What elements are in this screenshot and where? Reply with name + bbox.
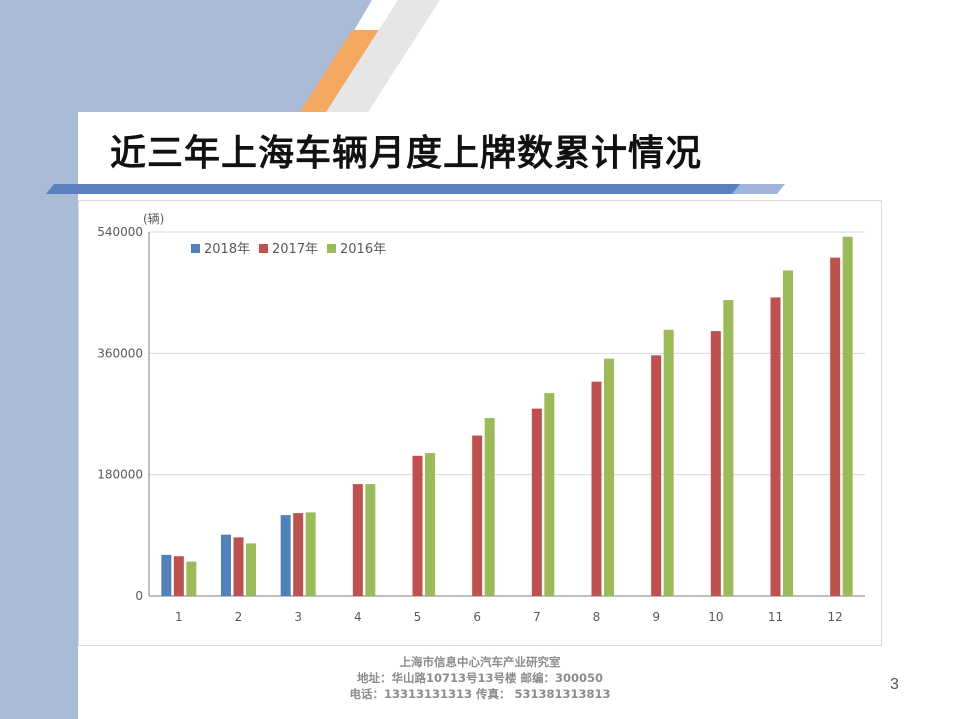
bar-2016年-9 (663, 329, 674, 596)
legend-label: 2018年 (204, 242, 250, 257)
x-tick-label: 2 (235, 610, 243, 624)
footer: 上海市信息中心汽车产业研究室 地址：华山路10713号13号楼 邮编：30005… (300, 654, 660, 702)
x-tick-label: 3 (294, 610, 302, 624)
bar-2018年-1 (161, 554, 172, 596)
bar-2016年-11 (783, 270, 793, 596)
legend-label: 2017年 (272, 242, 318, 257)
header-decoration (0, 0, 440, 112)
title-rule (46, 184, 785, 194)
bar-2017年-11 (770, 297, 781, 596)
title-rule-dark (46, 184, 760, 194)
bar-2017年-6 (472, 435, 483, 596)
x-tick-label: 5 (414, 610, 422, 624)
bar-2017年-4 (352, 484, 363, 596)
bar-2016年-6 (484, 418, 495, 596)
footer-address: 地址：华山路10713号13号楼 邮编：300050 (356, 671, 604, 685)
bar-2016年-3 (305, 512, 316, 596)
legend-label: 2016年 (340, 242, 386, 257)
x-tick-label: 9 (652, 610, 660, 624)
bar-2017年-10 (710, 331, 721, 596)
legend: 2018年 2017年 2016年 (191, 242, 386, 257)
x-tick-label: 1 (175, 610, 183, 624)
chart-frame: 0 180000 360000 540000 1 2 3 4 5 6 7 8 9 10 11 12 (辆) 2… (78, 200, 882, 646)
header-orange-stripe (300, 30, 382, 112)
sidebar-band (0, 0, 78, 719)
legend-swatch (327, 244, 336, 253)
footer-contact: 电话：13313131313 传真： 531381313813 (349, 687, 611, 701)
x-tick-label: 7 (533, 610, 541, 624)
header-blue-shape (0, 0, 372, 112)
y-tick-label: 540000 (97, 225, 143, 239)
legend-swatch (191, 244, 200, 253)
bar-2017年-3 (293, 513, 304, 596)
x-tick-label: 8 (593, 610, 601, 624)
x-tick-label: 4 (354, 610, 362, 624)
footer-org: 上海市信息中心汽车产业研究室 (399, 655, 561, 669)
x-tick-label: 12 (828, 610, 843, 624)
bar-2017年-1 (173, 556, 184, 596)
bar-2016年-1 (186, 561, 197, 596)
bar-2016年-12 (842, 236, 853, 597)
bar-2016年-7 (544, 393, 555, 596)
slide-title: 近三年上海车辆月度上牌数累计情况 (110, 133, 703, 174)
gridlines (149, 231, 865, 476)
bar-2016年-10 (723, 300, 734, 596)
bar-2018年-3 (280, 515, 291, 596)
title-bar (78, 112, 898, 182)
y-tick-label: 180000 (97, 468, 143, 482)
header-grey-stripe (326, 0, 440, 112)
bar-2016年-8 (604, 358, 614, 596)
x-tick-label: 10 (708, 610, 723, 624)
bar-2017年-2 (233, 537, 244, 596)
title-rule-light (732, 184, 785, 194)
bar-2017年-8 (591, 381, 602, 596)
bar-2017年-5 (412, 455, 423, 596)
bar-2016年-2 (246, 543, 256, 596)
y-tick-label: 360000 (97, 346, 143, 360)
bar-2018年-2 (221, 534, 231, 596)
x-tick-label: 11 (768, 610, 783, 624)
bar-2016年-5 (425, 453, 435, 596)
y-tick-label: 0 (135, 589, 143, 603)
bar-2017年-9 (651, 355, 662, 596)
bar-2017年-7 (531, 408, 542, 596)
legend-swatch (259, 244, 268, 253)
unit-label: (辆) (143, 212, 164, 226)
bars (161, 236, 853, 597)
bar-2016年-4 (365, 484, 376, 596)
x-tick-label: 6 (473, 610, 481, 624)
axes (148, 232, 865, 597)
page-number: 3 (890, 676, 899, 693)
bar-2017年-12 (830, 257, 841, 596)
